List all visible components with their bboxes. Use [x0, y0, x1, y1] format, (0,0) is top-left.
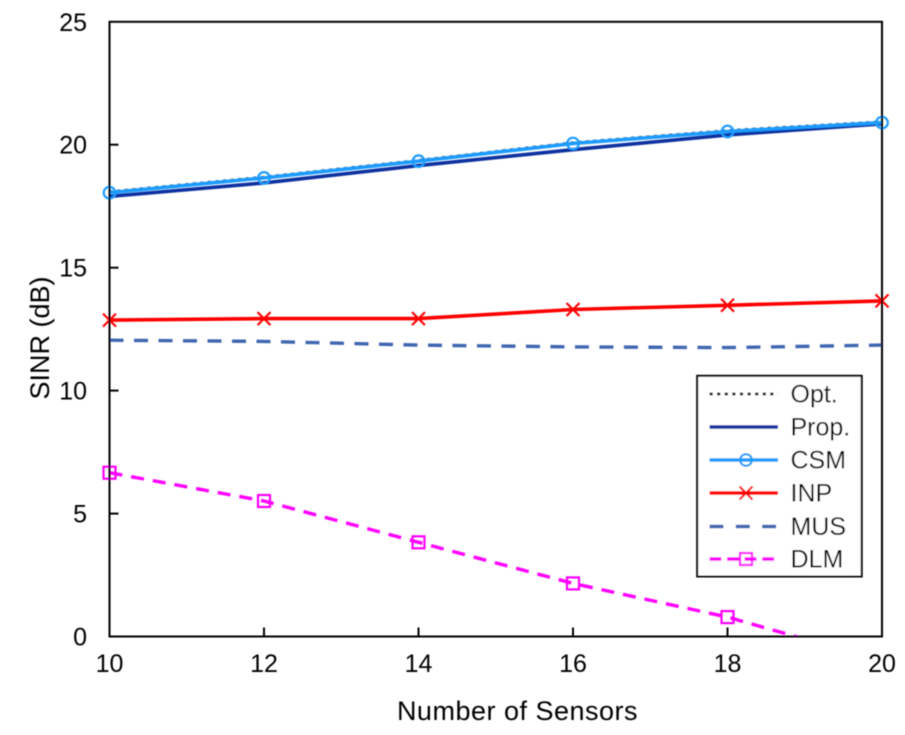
svg-text:10: 10	[96, 650, 124, 678]
svg-text:CSM: CSM	[791, 447, 847, 475]
svg-text:Prop.: Prop.	[791, 414, 851, 442]
svg-text:15: 15	[59, 255, 87, 283]
svg-text:Opt.: Opt.	[791, 381, 838, 409]
svg-text:12: 12	[250, 650, 278, 678]
svg-text:MUS: MUS	[791, 513, 847, 541]
svg-text:INP: INP	[791, 480, 833, 508]
svg-text:25: 25	[59, 9, 87, 37]
svg-text:10: 10	[59, 378, 87, 406]
svg-text:DLM: DLM	[791, 546, 844, 574]
svg-text:Number of Sensors: Number of Sensors	[397, 696, 638, 726]
svg-text:20: 20	[59, 132, 87, 160]
svg-text:14: 14	[405, 650, 433, 678]
svg-text:20: 20	[868, 650, 896, 678]
svg-text:18: 18	[714, 650, 742, 678]
svg-text:5: 5	[73, 501, 87, 529]
svg-text:0: 0	[73, 624, 87, 652]
svg-text:16: 16	[559, 650, 587, 678]
svg-text:SINR (dB): SINR (dB)	[25, 276, 55, 399]
